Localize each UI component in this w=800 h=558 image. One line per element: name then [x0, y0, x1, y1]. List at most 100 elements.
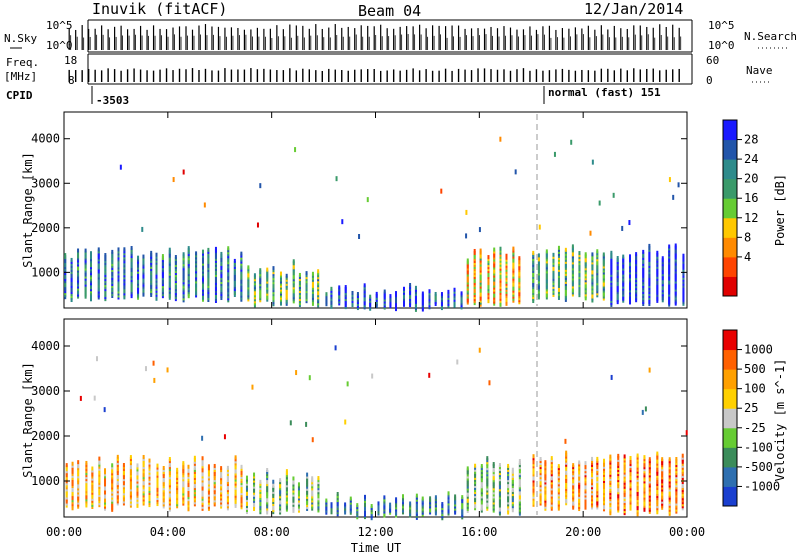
range-cell [609, 462, 612, 467]
range-cell [363, 504, 366, 509]
range-cell [572, 505, 575, 510]
range-cell [203, 202, 206, 208]
range-cell [98, 501, 101, 506]
range-cell [369, 304, 372, 309]
range-cell [617, 508, 620, 513]
range-cell [648, 271, 651, 276]
range-cell [292, 273, 295, 278]
range-cell [77, 280, 80, 285]
range-cell [168, 275, 171, 280]
range-cell [643, 481, 646, 486]
range-cell [544, 496, 547, 501]
range-cell [233, 286, 236, 291]
range-cell [622, 288, 625, 293]
range-cell [493, 257, 496, 262]
range-cell [317, 486, 320, 491]
range-cell [104, 289, 107, 294]
range-cell [65, 475, 68, 480]
range-cell [117, 285, 120, 290]
range-cell [545, 275, 548, 280]
range-cell [227, 284, 230, 289]
range-cell [207, 251, 210, 256]
range-cell [187, 254, 190, 259]
range-cell [153, 377, 156, 383]
range-cell [325, 498, 328, 503]
range-cell [610, 264, 613, 269]
range-cell [363, 509, 366, 514]
range-cell [226, 504, 229, 509]
range-cell [661, 256, 664, 261]
range-cell [499, 280, 502, 285]
range-cell [98, 488, 101, 493]
range-cell [635, 264, 638, 269]
range-cell [292, 289, 295, 294]
range-cell [70, 283, 73, 288]
range-cell [623, 468, 626, 473]
nave-label: Nave [746, 64, 773, 77]
range-cell [84, 288, 87, 293]
range-cell [564, 281, 567, 286]
range-cell [421, 299, 424, 304]
range-cell [272, 489, 275, 494]
range-cell [596, 499, 599, 504]
range-cell [565, 495, 568, 500]
range-cell [415, 505, 418, 510]
range-cell [117, 257, 120, 262]
range-cell [91, 504, 94, 509]
range-cell [661, 467, 664, 472]
range-cell [512, 266, 515, 271]
range-cell [195, 277, 198, 282]
range-cell [499, 252, 502, 257]
range-cell [279, 492, 282, 497]
range-cell [193, 498, 196, 503]
range-cell [187, 276, 190, 281]
range-cell [441, 510, 444, 515]
range-cell [207, 506, 210, 511]
range-cell [428, 303, 431, 308]
range-cell [77, 476, 80, 481]
range-cell [168, 457, 171, 462]
range-cell [292, 277, 295, 282]
range-cell [474, 473, 477, 478]
range-cell [168, 273, 171, 278]
range-cell [674, 267, 677, 272]
range-cell [207, 488, 210, 493]
range-cell [591, 264, 594, 269]
range-cell [245, 508, 248, 513]
range-cell [512, 286, 515, 291]
range-cell [71, 492, 74, 497]
range-cell [363, 502, 366, 507]
range-cell [564, 257, 567, 262]
range-cell [383, 513, 386, 518]
range-cell [681, 453, 684, 458]
range-cell [70, 298, 73, 303]
range-cell [336, 491, 339, 496]
range-cell [578, 470, 581, 475]
range-cell [668, 274, 671, 279]
range-cell [195, 251, 198, 256]
range-cell [465, 233, 468, 239]
range-cell [610, 252, 613, 257]
range-cell [629, 458, 632, 463]
range-cell [65, 471, 68, 476]
range-cell [550, 490, 553, 495]
range-cell [227, 298, 230, 303]
range-cell [544, 504, 547, 509]
range-cell [492, 482, 495, 487]
range-cell [674, 289, 677, 294]
range-cell [84, 270, 87, 275]
range-cell [142, 497, 145, 502]
range-cell [123, 291, 126, 296]
range-cell [292, 500, 295, 505]
range-cell [240, 503, 243, 508]
range-cell [317, 500, 320, 505]
range-cell [317, 496, 320, 501]
range-cell [89, 273, 92, 278]
range-cell [656, 290, 659, 295]
range-cell [421, 295, 424, 300]
range-cell [285, 281, 288, 286]
range-cell [207, 271, 210, 276]
range-cell [591, 460, 594, 465]
range-cell [395, 497, 398, 502]
range-cell [330, 286, 333, 291]
